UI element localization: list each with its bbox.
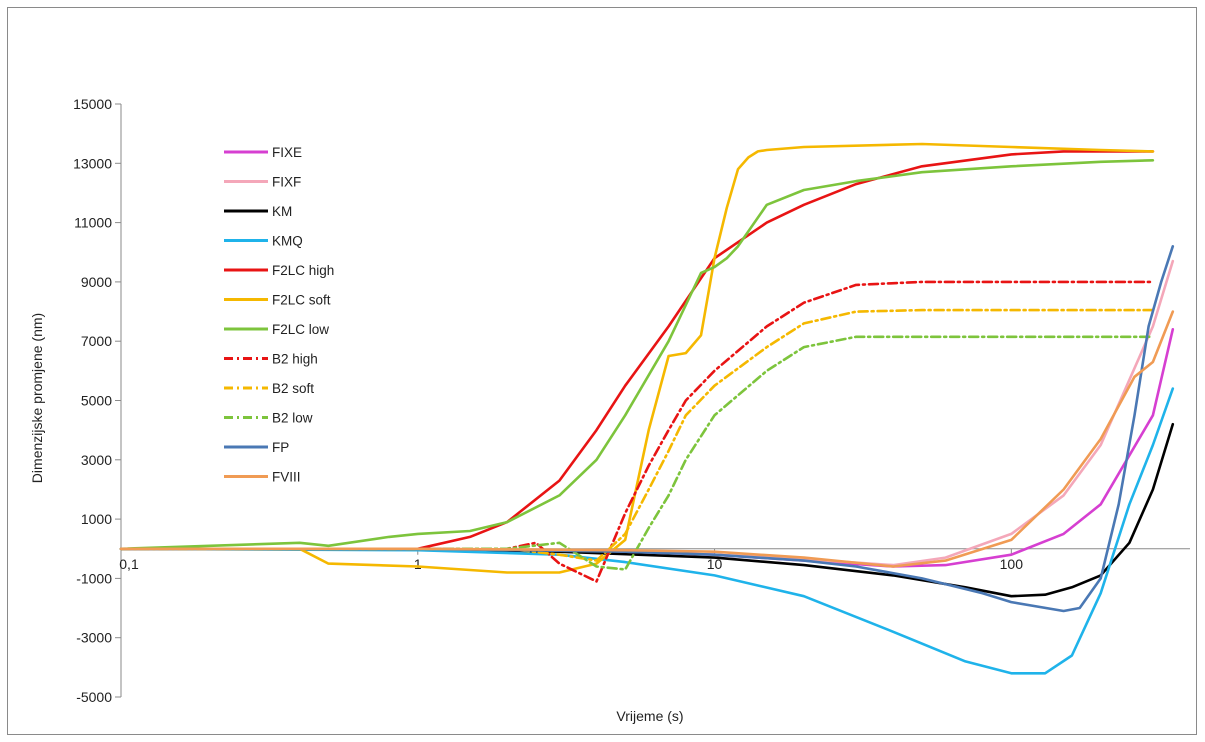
y-tick-label: 9000 [81, 274, 112, 290]
legend-label: F2LC high [272, 263, 334, 278]
legend-label: FIXE [272, 145, 302, 160]
legend-label: B2 soft [272, 381, 314, 396]
series-line-b2-soft [119, 308, 1155, 562]
y-tick-label: 15000 [73, 96, 112, 112]
y-axis-title: Dimenzijske promjene (nm) [29, 313, 45, 483]
x-axis-title: Vrijeme (s) [616, 708, 683, 724]
series-line-fp [119, 245, 1175, 613]
legend-label: FP [272, 440, 289, 455]
legend-label: F2LC low [272, 322, 329, 337]
series-line-b2-low [119, 335, 1155, 571]
x-tick-label: 100 [1000, 556, 1024, 572]
chart-frame [7, 7, 1197, 735]
legend-label: B2 high [272, 352, 318, 367]
y-tick-label: 5000 [81, 393, 112, 409]
legend-label: F2LC soft [272, 293, 331, 308]
y-tick-label: -5000 [76, 689, 112, 705]
y-tick-label: 1000 [81, 511, 112, 527]
legend-label: KM [272, 204, 292, 219]
legend-label: B2 low [272, 411, 313, 426]
x-tick-label: 1 [414, 556, 422, 572]
series-line-km [119, 422, 1175, 598]
axes: -5000-3000-10001000300050007000900011000… [73, 96, 1190, 705]
x-tick-label: 0,1 [119, 556, 139, 572]
y-tick-label: 11000 [74, 215, 112, 231]
legend-label: FVIII [272, 470, 301, 485]
series-layer [119, 142, 1175, 675]
y-tick-label: -3000 [76, 630, 112, 646]
y-tick-label: 3000 [81, 452, 112, 468]
y-tick-label: 13000 [73, 155, 112, 171]
series-line-fviii [119, 310, 1175, 568]
x-tick-label: 10 [707, 556, 723, 572]
y-tick-label: 7000 [81, 333, 112, 349]
legend-label: KMQ [272, 234, 303, 249]
y-tick-label: -1000 [76, 570, 112, 586]
series-line-f2lc-low [119, 159, 1155, 551]
legend: FIXE FIXF KM KMQ F2LC high F2LC soft F2LC low B… [224, 145, 334, 485]
series-line-f2lc-soft [119, 142, 1155, 574]
legend-label: FIXF [272, 175, 301, 190]
